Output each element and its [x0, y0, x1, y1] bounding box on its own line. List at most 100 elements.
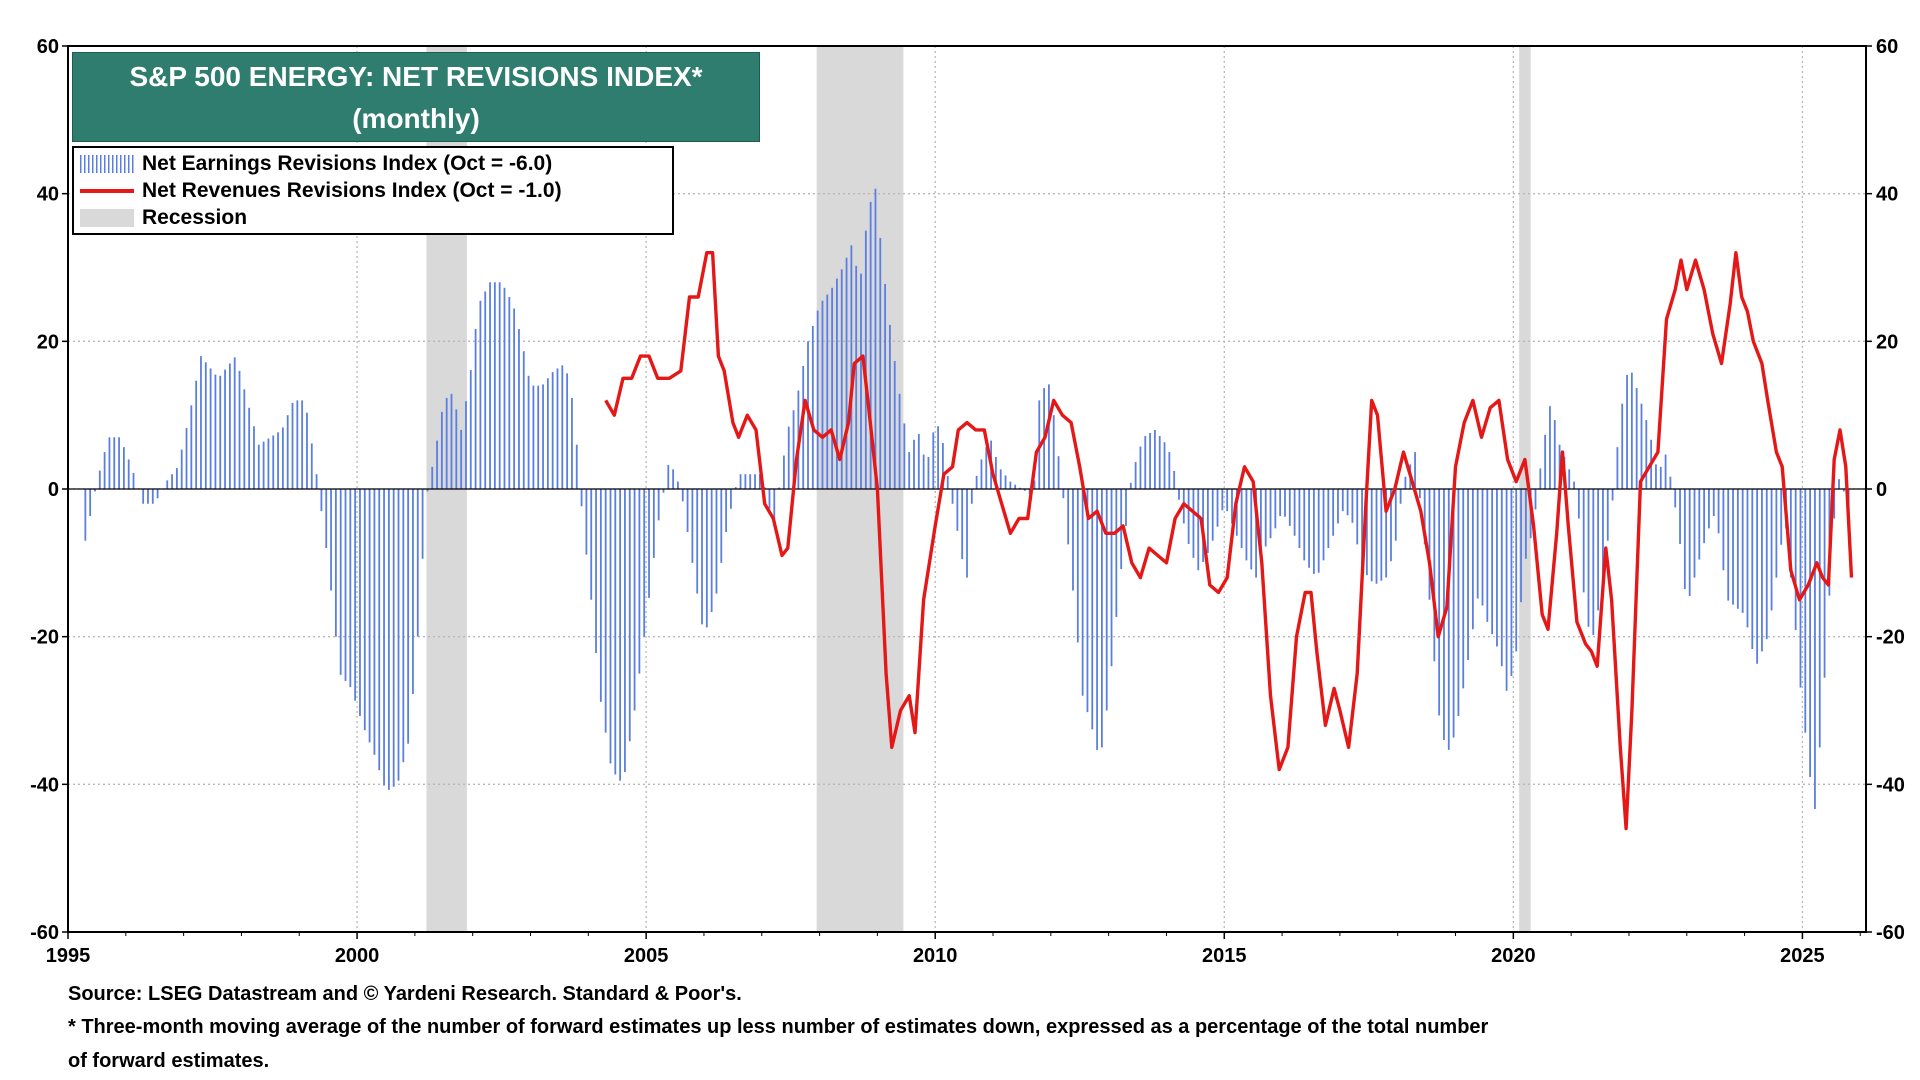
earnings-bar	[1096, 489, 1098, 750]
earnings-bar	[1014, 484, 1017, 489]
y-tick-label-left: -20	[30, 627, 59, 649]
earnings-bar	[1385, 489, 1388, 578]
earnings-bar	[272, 435, 275, 489]
earnings-bar	[1814, 489, 1816, 809]
earnings-bar	[1804, 489, 1807, 733]
earnings-bar	[1351, 489, 1354, 523]
earnings-bar	[436, 440, 438, 489]
earnings-bar	[1380, 489, 1383, 581]
earnings-bar	[1452, 489, 1455, 738]
earnings-bar	[325, 489, 328, 549]
earnings-bar	[879, 237, 882, 489]
earnings-bar	[397, 489, 400, 781]
earnings-bar	[1067, 489, 1070, 545]
earnings-bar	[681, 489, 684, 502]
legend-item-earnings: Net Earnings Revisions Index (Oct = -6.0…	[80, 150, 666, 177]
earnings-bar	[508, 297, 511, 489]
legend-recession-icon	[80, 208, 134, 227]
earnings-bar	[1110, 489, 1113, 667]
earnings-bar	[132, 473, 135, 489]
earnings-bar	[383, 489, 385, 786]
earnings-bar	[898, 393, 901, 489]
earnings-bar	[1539, 468, 1542, 489]
earnings-bar	[1587, 489, 1590, 627]
earnings-bar	[758, 474, 761, 489]
earnings-bar	[566, 373, 569, 489]
earnings-bar	[1659, 466, 1662, 489]
earnings-bar	[248, 407, 251, 489]
earnings-bar	[956, 489, 959, 531]
earnings-bar	[484, 291, 487, 489]
earnings-bar	[648, 489, 650, 598]
earnings-bar	[1746, 489, 1749, 628]
earnings-bar	[238, 370, 241, 489]
earnings-bar	[749, 474, 752, 489]
earnings-bar	[1736, 489, 1739, 609]
legend-label-earnings: Net Earnings Revisions Index (Oct = -6.0…	[142, 151, 553, 175]
earnings-bar	[913, 439, 915, 489]
earnings-bar	[1674, 489, 1677, 508]
earnings-bar	[175, 468, 178, 489]
legend-line-icon	[80, 182, 134, 200]
earnings-bar	[599, 489, 602, 702]
earnings-bar	[619, 489, 622, 781]
earnings-bar	[1284, 489, 1286, 517]
earnings-bar	[1216, 489, 1219, 527]
earnings-bar	[166, 480, 169, 489]
earnings-bar	[171, 474, 173, 489]
earnings-bar	[1698, 489, 1701, 560]
earnings-bar	[1327, 489, 1330, 549]
earnings-bar	[1091, 489, 1094, 730]
earnings-bar	[1611, 489, 1614, 501]
earnings-bar	[1770, 489, 1773, 611]
y-tick-label-right: 0	[1876, 479, 1887, 501]
earnings-bar	[378, 489, 381, 771]
earnings-bar	[1500, 489, 1503, 667]
earnings-bar	[1655, 464, 1657, 489]
earnings-bar	[922, 454, 925, 489]
earnings-bar	[1033, 480, 1036, 489]
earnings-bar	[1178, 489, 1180, 500]
y-tick-label-left: 0	[48, 479, 59, 501]
earnings-bar	[1317, 489, 1320, 573]
earnings-bar	[1669, 476, 1672, 489]
earnings-bar	[855, 265, 858, 489]
earnings-bar	[1553, 420, 1556, 489]
earnings-bar	[739, 474, 742, 489]
earnings-bar	[1577, 489, 1580, 519]
earnings-bar	[1187, 489, 1190, 544]
earnings-bar	[1134, 461, 1137, 489]
earnings-bar	[522, 351, 525, 489]
earnings-bar	[291, 402, 294, 489]
earnings-bar	[1173, 470, 1176, 489]
earnings-bar	[677, 481, 679, 489]
earnings-bar	[113, 437, 116, 489]
earnings-bar	[455, 409, 458, 489]
earnings-bar	[1197, 489, 1200, 571]
footnote-line2: of forward estimates.	[68, 1050, 270, 1072]
earnings-bar	[1708, 489, 1710, 529]
earnings-bar	[1004, 475, 1007, 489]
earnings-bar	[691, 489, 694, 563]
earnings-bar	[720, 489, 723, 563]
earnings-bar	[595, 489, 597, 654]
earnings-bar	[1019, 487, 1021, 489]
earnings-bar	[1438, 489, 1441, 716]
earnings-bar	[1153, 429, 1156, 489]
earnings-bar	[334, 489, 337, 637]
earnings-bar	[1144, 436, 1147, 489]
earnings-bar	[518, 329, 520, 489]
chart-title: S&P 500 ENERGY: NET REVISIONS INDEX* (mo…	[72, 52, 760, 142]
earnings-bar	[1842, 489, 1845, 492]
earnings-bar	[1139, 446, 1142, 489]
earnings-bar	[1722, 489, 1725, 571]
earnings-bar	[802, 365, 805, 489]
earnings-bar	[1288, 489, 1291, 526]
earnings-bar	[1250, 489, 1253, 570]
earnings-bar	[1365, 489, 1368, 576]
earnings-bar	[754, 474, 756, 489]
earnings-bar	[701, 489, 703, 625]
earnings-bar	[1303, 489, 1306, 561]
earnings-bar	[850, 245, 853, 489]
